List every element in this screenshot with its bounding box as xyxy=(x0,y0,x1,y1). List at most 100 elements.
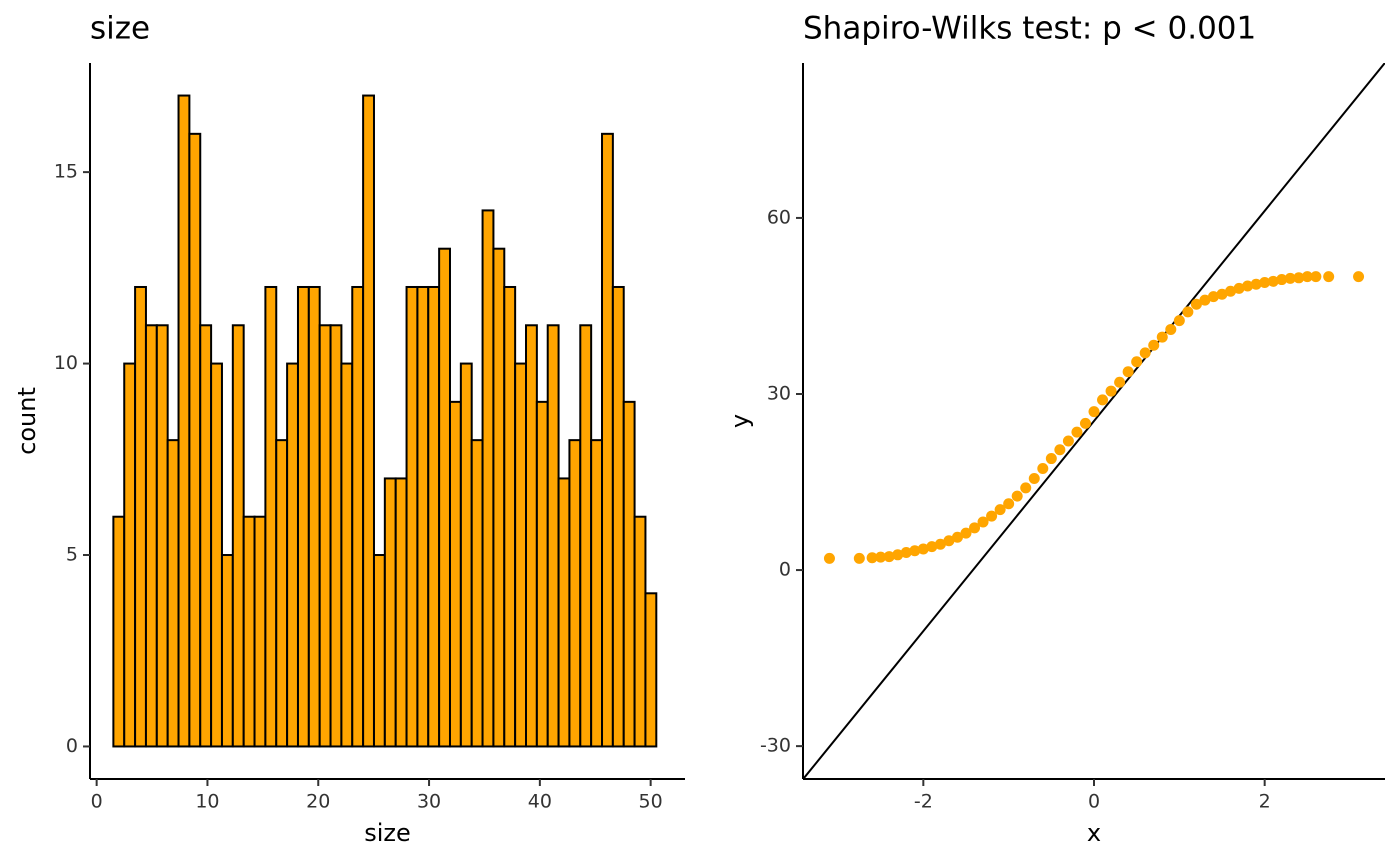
point xyxy=(951,531,963,543)
bar xyxy=(427,285,441,748)
bar xyxy=(394,477,408,748)
bar xyxy=(134,285,147,748)
point xyxy=(1199,294,1211,306)
point xyxy=(994,504,1006,516)
bar xyxy=(557,477,571,748)
x-axis-label: size xyxy=(364,819,411,847)
point xyxy=(969,522,981,534)
bar xyxy=(601,132,614,748)
point xyxy=(1301,271,1313,283)
point xyxy=(853,552,865,564)
x-tick-label: 10 xyxy=(195,791,219,813)
chart-title: size xyxy=(90,11,150,47)
point xyxy=(1190,298,1202,310)
y-tick-label: 60 xyxy=(767,206,791,228)
bar xyxy=(372,554,386,748)
point xyxy=(1259,276,1271,288)
point xyxy=(1182,306,1194,318)
point xyxy=(1353,271,1365,283)
point xyxy=(1165,323,1177,335)
y-tick-label: -30 xyxy=(760,735,791,757)
bar xyxy=(112,515,126,748)
bar xyxy=(210,362,223,748)
bar xyxy=(611,285,625,748)
bar xyxy=(177,94,191,748)
point xyxy=(1156,331,1168,343)
point xyxy=(1071,426,1083,438)
x-tick-label: 2 xyxy=(1259,791,1271,813)
bar xyxy=(633,515,647,748)
bar xyxy=(546,324,560,748)
point xyxy=(1054,444,1066,456)
bar xyxy=(590,439,604,748)
bar xyxy=(383,477,397,748)
bar xyxy=(296,285,310,748)
point xyxy=(1003,498,1015,510)
point xyxy=(1037,463,1049,475)
bar xyxy=(220,554,234,748)
x-tick-label: 30 xyxy=(417,791,441,813)
point xyxy=(1088,406,1100,418)
bar xyxy=(318,324,332,748)
point xyxy=(1122,366,1134,378)
point xyxy=(1097,394,1109,406)
point xyxy=(1062,435,1074,447)
bar xyxy=(448,400,462,748)
bar xyxy=(481,209,495,748)
point xyxy=(1079,417,1091,429)
bar xyxy=(166,439,180,748)
chart-title: Shapiro-Wilks test: p < 0.001 xyxy=(803,11,1256,47)
point xyxy=(977,516,989,528)
point xyxy=(1139,347,1151,359)
bar xyxy=(329,324,343,748)
x-axis-label: x xyxy=(1087,819,1101,847)
point xyxy=(1323,271,1335,283)
point xyxy=(934,538,946,550)
point xyxy=(1276,274,1288,286)
point xyxy=(1293,272,1305,284)
bar xyxy=(242,515,256,748)
point xyxy=(1242,280,1254,292)
y-tick-label: 10 xyxy=(54,352,78,374)
point xyxy=(883,551,895,563)
bar xyxy=(275,439,289,748)
bar xyxy=(514,362,528,748)
point xyxy=(1310,271,1322,283)
bar xyxy=(622,400,636,748)
bar xyxy=(264,285,278,748)
bar xyxy=(155,324,169,748)
bar xyxy=(188,132,202,748)
point xyxy=(1045,453,1057,465)
point xyxy=(1114,376,1126,388)
point xyxy=(1173,315,1185,327)
reference-line xyxy=(803,63,1385,779)
point xyxy=(943,535,955,547)
bar xyxy=(438,247,451,748)
point xyxy=(823,552,835,564)
bar xyxy=(568,439,582,748)
bar xyxy=(470,439,484,748)
y-tick-label: 5 xyxy=(66,544,78,566)
bar xyxy=(579,324,593,748)
bar xyxy=(503,285,517,748)
x-tick-label: 40 xyxy=(528,791,552,813)
point xyxy=(1148,339,1160,351)
bar xyxy=(525,324,538,748)
bar xyxy=(416,285,430,748)
point xyxy=(892,549,904,561)
bar xyxy=(123,362,137,748)
bar xyxy=(351,285,365,748)
y-tick-label: 0 xyxy=(66,735,78,757)
x-tick-label: -2 xyxy=(914,791,933,813)
bar xyxy=(307,285,321,748)
point xyxy=(1105,385,1117,397)
point xyxy=(1250,278,1262,290)
point xyxy=(1207,291,1219,303)
point xyxy=(926,541,938,553)
x-tick-label: 0 xyxy=(1088,791,1100,813)
point xyxy=(1216,288,1228,300)
bar xyxy=(340,362,354,748)
point xyxy=(900,546,912,558)
point xyxy=(1225,285,1237,297)
